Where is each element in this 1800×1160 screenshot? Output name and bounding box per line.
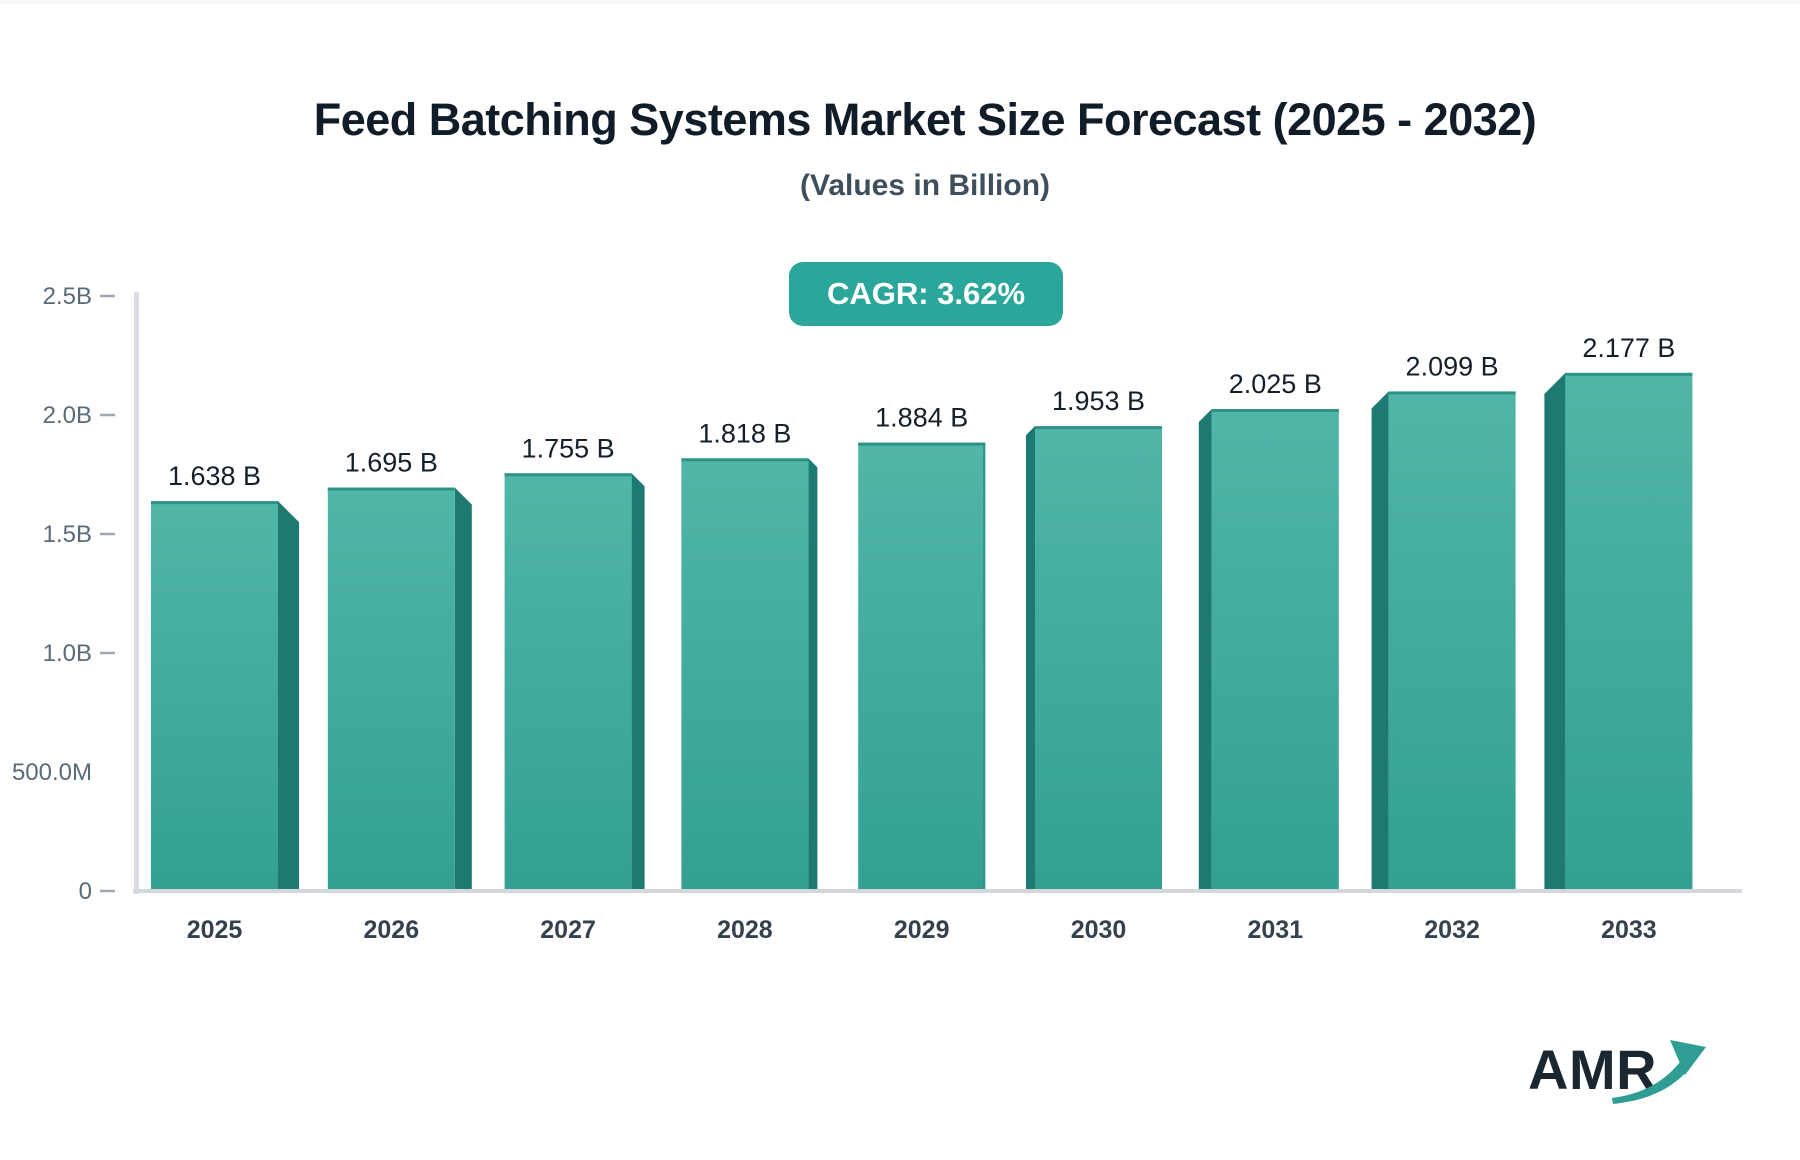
- x-tick-label-2028: 2028: [717, 916, 773, 944]
- bar-top-edge: [151, 501, 278, 505]
- x-tick-label-2033: 2033: [1601, 916, 1657, 944]
- bar-side-face-2026[interactable]: [454, 487, 472, 890]
- bar-2029[interactable]: [858, 442, 986, 890]
- bar-2032[interactable]: [1388, 391, 1516, 890]
- bar-2028[interactable]: [681, 458, 809, 890]
- x-tick-label-2031: 2031: [1247, 916, 1303, 944]
- bar-2031[interactable]: [1211, 409, 1339, 890]
- bar-value-label: 1.818 B: [698, 418, 791, 448]
- bar-top-edge: [1211, 409, 1339, 413]
- y-tick-label: 1.5B: [43, 521, 92, 548]
- bar-right-edge: [983, 442, 986, 890]
- bar-side-face-2025[interactable]: [278, 501, 299, 890]
- bar-2026[interactable]: [327, 487, 455, 890]
- cagr-badge-label: CAGR: 3.62%: [826, 276, 1026, 311]
- x-tick-label-2030: 2030: [1071, 916, 1127, 944]
- bar-value-label: 1.755 B: [522, 433, 615, 463]
- bar-top-edge: [504, 473, 632, 477]
- x-tick-label-2029: 2029: [894, 916, 950, 944]
- bar-value-label: 2.099 B: [1406, 351, 1499, 381]
- bar-side-face-2033[interactable]: [1544, 372, 1566, 890]
- cagr-badge: CAGR: 3.62%: [789, 262, 1063, 326]
- amr-logo-text: AMR: [1528, 1038, 1658, 1101]
- x-tick-label-2027: 2027: [540, 916, 596, 944]
- bar-value-label: 1.638 B: [168, 461, 261, 491]
- y-tick-label: 1.0B: [43, 640, 92, 667]
- bar-side-face-2030[interactable]: [1026, 426, 1035, 890]
- bar-side-face-2032[interactable]: [1371, 391, 1389, 890]
- x-axis-line: [133, 889, 1742, 893]
- bar-value-label: 2.177 B: [1582, 333, 1675, 363]
- bar-top-edge: [1035, 426, 1162, 430]
- bar-value-label: 1.953 B: [1052, 386, 1145, 416]
- bar-2025[interactable]: [151, 501, 278, 890]
- y-tick-label: 2.5B: [43, 283, 92, 310]
- bar-side-face-2031[interactable]: [1198, 409, 1212, 890]
- bar-value-label: 1.884 B: [875, 403, 968, 433]
- bar-2033[interactable]: [1565, 372, 1693, 890]
- bar-2030[interactable]: [1035, 426, 1162, 890]
- y-tick-label: 2.0B: [43, 402, 92, 429]
- bar-top-edge: [327, 487, 455, 491]
- bar-side-face-2027[interactable]: [631, 473, 645, 890]
- amr-logo: AMR: [1528, 1038, 1728, 1132]
- y-axis-line: [134, 292, 139, 894]
- bar-side-face-2028[interactable]: [808, 458, 818, 890]
- bar-value-label: 1.695 B: [345, 448, 438, 478]
- bar-top-edge: [858, 442, 986, 446]
- x-tick-label-2032: 2032: [1424, 916, 1480, 944]
- chart-title: Feed Batching Systems Market Size Foreca…: [313, 94, 1537, 145]
- bar-2027[interactable]: [504, 473, 632, 890]
- bar-top-edge: [1388, 391, 1516, 395]
- bar-chart-plot: 2.5B 2.0B 1.5B 1.0B 500.0M 0 1.638 B 2025 1.695 …: [12, 283, 1742, 944]
- bar-value-label: 2.025 B: [1229, 369, 1322, 399]
- x-tick-label-2025: 2025: [187, 916, 243, 944]
- x-tick-label-2026: 2026: [363, 916, 419, 944]
- chart-subtitle: (Values in Billion): [799, 169, 1051, 202]
- y-tick-label: 0: [79, 878, 92, 905]
- bar-top-edge: [1565, 372, 1693, 376]
- bar-top-edge: [681, 458, 809, 462]
- growth-arrow-icon: [1612, 1040, 1706, 1104]
- y-tick-label: 500.0M: [12, 759, 92, 786]
